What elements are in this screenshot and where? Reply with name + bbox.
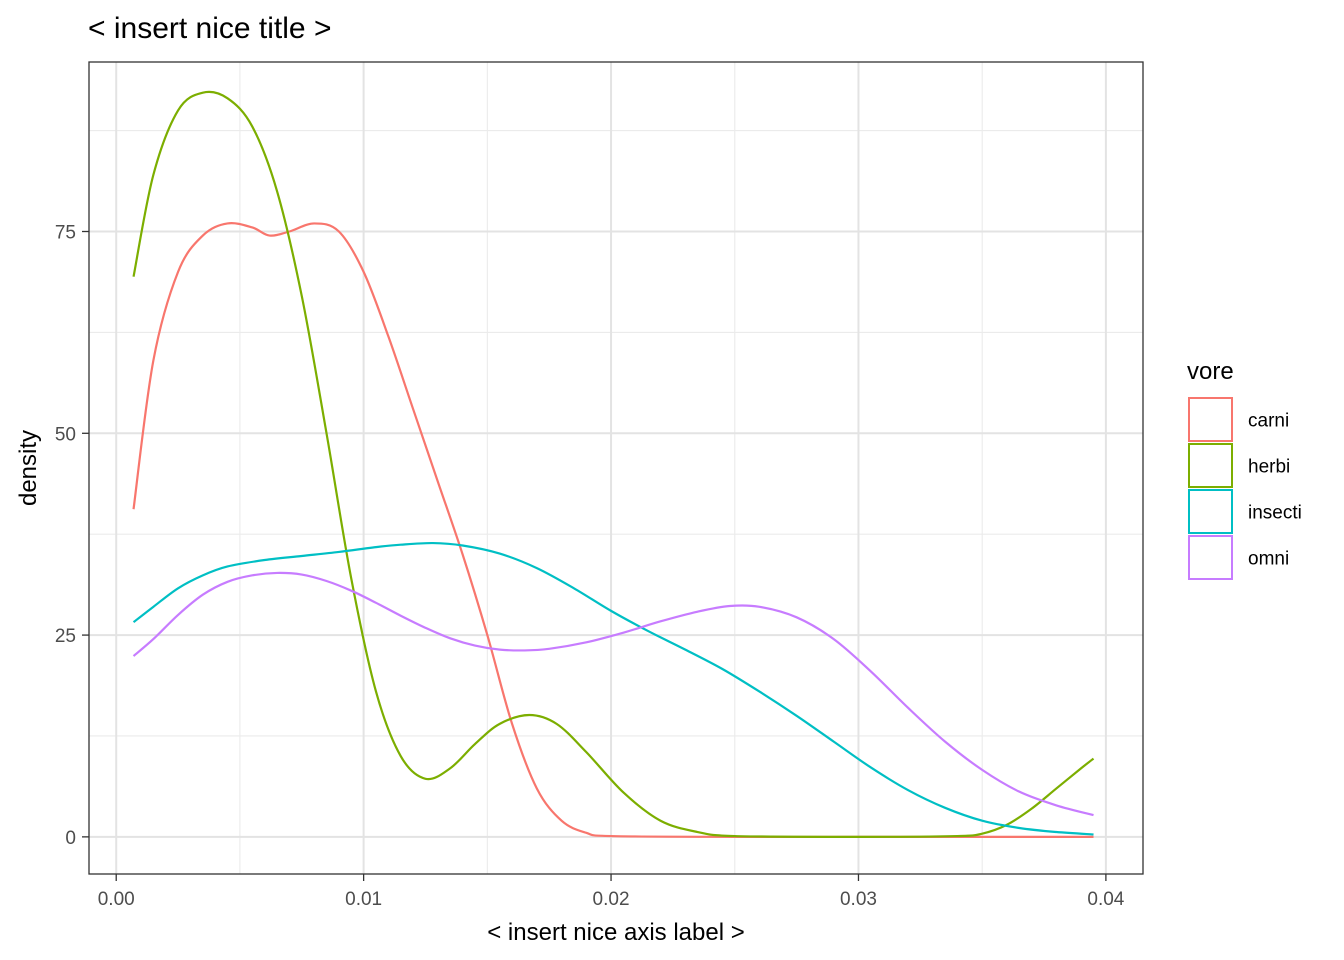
series-lines: [132, 90, 1095, 839]
series-line-omni: [132, 571, 1094, 817]
legend-key-herbi: [1188, 443, 1233, 488]
y-tick-label: 25: [55, 626, 76, 647]
x-tick-label: 0.02: [593, 889, 630, 910]
chart-title: < insert nice title >: [88, 12, 331, 45]
panel-background: [89, 62, 1143, 874]
legend-item-herbi: herbi: [1188, 443, 1290, 488]
x-tick-label: 0.04: [1087, 889, 1124, 910]
x-tick-label: 0.00: [98, 889, 135, 910]
legend-item-omni: omni: [1188, 535, 1289, 580]
legend-label-carni: carni: [1248, 411, 1289, 432]
legend: vore carni herbi insecti omni: [1187, 358, 1302, 580]
legend-key-omni: [1188, 535, 1233, 580]
legend-item-insecti: insecti: [1188, 489, 1302, 534]
panel-border: [88, 61, 1144, 875]
y-axis: 0 25 50 75: [55, 223, 89, 849]
legend-items: carni herbi insecti omni: [1188, 397, 1302, 580]
x-tick-label: 0.03: [840, 889, 877, 910]
x-axis-title: < insert nice axis label >: [487, 919, 744, 946]
minor-gridlines: [89, 62, 1143, 874]
legend-label-insecti: insecti: [1248, 503, 1302, 524]
y-axis-title: density: [15, 430, 42, 506]
series-line-carni: [132, 222, 1094, 839]
legend-title: vore: [1187, 358, 1234, 385]
legend-label-omni: omni: [1248, 549, 1289, 570]
x-tick-label: 0.01: [345, 889, 382, 910]
legend-key-carni: [1188, 397, 1233, 442]
plot-panel: [88, 61, 1144, 875]
legend-label-herbi: herbi: [1248, 457, 1290, 478]
series-line-herbi: [132, 90, 1095, 838]
y-tick-label: 75: [55, 223, 76, 244]
legend-item-carni: carni: [1188, 397, 1289, 442]
y-tick-label: 0: [65, 828, 76, 849]
x-axis: 0.00 0.01 0.02 0.03 0.04: [98, 874, 1125, 910]
series-line-insecti: [132, 541, 1094, 836]
legend-key-insecti: [1188, 489, 1233, 534]
y-tick-label: 50: [55, 424, 76, 445]
